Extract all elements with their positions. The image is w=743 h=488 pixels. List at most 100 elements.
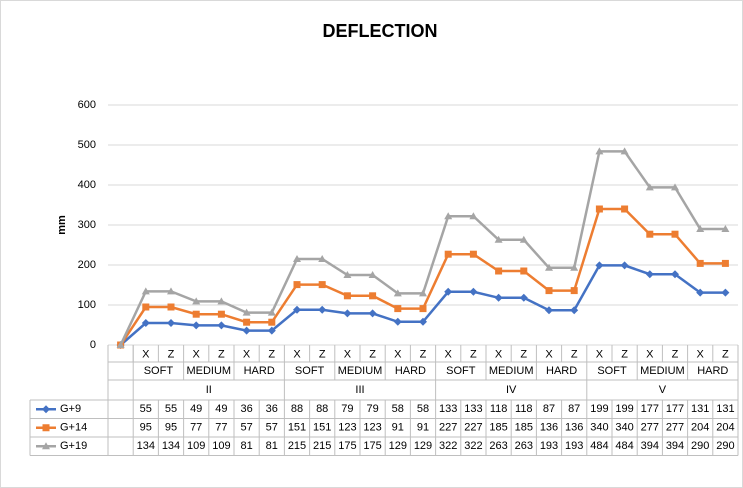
marker: [721, 259, 729, 267]
x-tick-label: X: [142, 348, 150, 360]
marker: [343, 292, 351, 300]
chart-title: DEFLECTION: [323, 21, 438, 41]
table-value: 118: [515, 403, 533, 415]
table-value: 340: [590, 422, 608, 434]
x-tick-label: Z: [420, 348, 427, 360]
y-tick-label: 300: [78, 219, 96, 231]
marker: [419, 289, 427, 297]
marker: [570, 306, 579, 315]
table-value: 123: [338, 422, 356, 434]
x-tick-label: X: [596, 348, 604, 360]
table-value: 131: [716, 403, 734, 415]
marker: [167, 287, 175, 295]
marker: [721, 225, 730, 232]
marker: [293, 305, 301, 314]
table-value: 49: [215, 403, 227, 415]
marker: [318, 305, 327, 314]
marker: [671, 270, 679, 279]
table-value: 91: [417, 422, 429, 434]
marker: [696, 259, 704, 267]
x-subgroup-label: MEDIUM: [186, 365, 231, 377]
legend-marker: [42, 424, 50, 432]
marker: [141, 287, 150, 295]
x-subgroup-label: HARD: [697, 365, 728, 377]
table-value: 55: [165, 403, 177, 415]
marker: [645, 183, 654, 191]
marker: [192, 297, 201, 305]
marker: [343, 309, 352, 318]
table-value: 81: [266, 440, 278, 452]
x-tick-label: Z: [571, 348, 578, 360]
marker: [545, 263, 553, 271]
marker: [419, 305, 427, 313]
marker: [620, 147, 629, 155]
table-value: 340: [615, 422, 633, 434]
table-value: 263: [489, 440, 507, 452]
table-value: 394: [641, 440, 659, 452]
table-value: 151: [288, 422, 306, 434]
table-value: 175: [363, 440, 381, 452]
table-value: 118: [490, 403, 508, 415]
marker: [243, 318, 251, 326]
marker: [393, 317, 402, 326]
marker: [621, 205, 629, 213]
table-value: 394: [666, 440, 684, 452]
table-value: 175: [338, 440, 356, 452]
table-value: 88: [316, 403, 328, 415]
x-tick-label: X: [697, 348, 705, 360]
marker: [242, 326, 251, 335]
table-value: 185: [489, 422, 507, 434]
marker: [318, 255, 327, 262]
x-tick-label: Z: [268, 348, 275, 360]
x-tick-label: X: [344, 348, 352, 360]
x-tick-label: Z: [319, 348, 326, 360]
marker: [620, 261, 629, 270]
y-tick-label: 400: [78, 179, 96, 191]
marker: [141, 319, 150, 327]
table-value: 91: [392, 422, 404, 434]
table-value: 95: [165, 422, 177, 434]
table-value: 185: [515, 422, 533, 434]
table-value: 193: [540, 440, 558, 452]
y-axis-label: mm: [56, 215, 68, 235]
x-group-label: III: [355, 384, 364, 396]
marker: [444, 212, 453, 220]
marker: [167, 303, 175, 311]
x-tick-label: Z: [470, 348, 477, 360]
marker: [343, 271, 352, 278]
x-tick-label: X: [646, 348, 654, 360]
marker: [645, 270, 654, 279]
x-tick-label: X: [293, 348, 301, 360]
x-subgroup-label: SOFT: [144, 365, 174, 377]
marker: [495, 267, 503, 275]
marker: [217, 297, 226, 305]
marker: [217, 321, 226, 330]
y-tick-label: 0: [90, 339, 96, 351]
table-value: 193: [565, 440, 583, 452]
x-subgroup-label: SOFT: [597, 365, 627, 377]
marker: [494, 235, 503, 243]
marker: [570, 287, 578, 295]
table-value: 177: [641, 403, 659, 415]
marker: [192, 321, 201, 330]
table-value: 227: [439, 422, 457, 434]
marker: [595, 147, 604, 155]
marker: [116, 341, 125, 348]
marker: [519, 235, 528, 243]
x-tick-label: X: [394, 348, 402, 360]
table-value: 123: [363, 422, 381, 434]
x-subgroup-label: SOFT: [446, 365, 476, 377]
table-value: 87: [568, 403, 580, 415]
x-subgroup-label: HARD: [546, 365, 577, 377]
table-value: 277: [641, 422, 659, 434]
x-tick-label: X: [495, 348, 503, 360]
table-value: 204: [691, 422, 709, 434]
table-value: 134: [137, 440, 155, 452]
marker: [595, 261, 604, 270]
table-value: 136: [540, 422, 558, 434]
marker: [394, 305, 402, 313]
marker: [293, 281, 301, 289]
marker: [469, 212, 478, 220]
table-value: 77: [190, 422, 202, 434]
